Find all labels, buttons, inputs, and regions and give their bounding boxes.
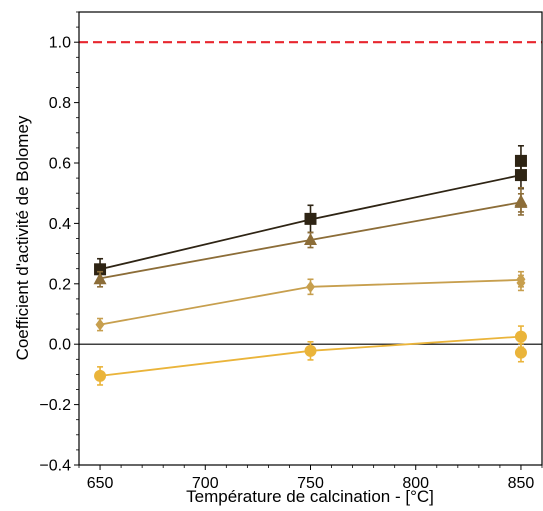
series-3-point <box>514 330 527 343</box>
series-1-point <box>93 272 107 285</box>
x-tick-label: 700 <box>192 475 219 492</box>
y-tick-label: 1.0 <box>49 35 71 52</box>
y-tick-label: −0.2 <box>39 397 71 414</box>
series-3-point <box>304 344 317 357</box>
x-tick-label: 750 <box>297 475 324 492</box>
x-axis-label: Température de calcination - [°C] <box>186 487 434 506</box>
plot-content <box>79 41 542 386</box>
x-tick-label: 850 <box>508 475 535 492</box>
y-tick-label: 0.2 <box>49 276 71 293</box>
y-tick-label: 0.8 <box>49 95 71 112</box>
x-axis: 650 700 750 800 850 <box>78 465 543 492</box>
y-axis-label: Coefficient d'activité de Bolomey <box>13 115 32 360</box>
series-2-point <box>516 276 526 289</box>
y-tick-label: 0.0 <box>49 337 71 354</box>
series-3-point <box>94 369 107 382</box>
x-tick-label: 800 <box>402 475 429 492</box>
x-tick-label: 650 <box>87 475 114 492</box>
y-tick-label: −0.4 <box>39 458 71 475</box>
series-1-point <box>304 233 317 246</box>
series-0-point <box>514 169 527 182</box>
series-3-point <box>514 346 527 359</box>
y-tick-label: 0.6 <box>49 156 71 173</box>
y-axis: −0.4 −0.2 0.0 0.2 0.4 0.6 0.8 1.0 <box>39 11 79 475</box>
series-1-point <box>514 195 528 208</box>
y-tick-label: 0.4 <box>49 216 71 233</box>
series-0-point <box>304 212 317 225</box>
series-2-point <box>306 280 315 293</box>
series-2-point <box>95 318 105 331</box>
